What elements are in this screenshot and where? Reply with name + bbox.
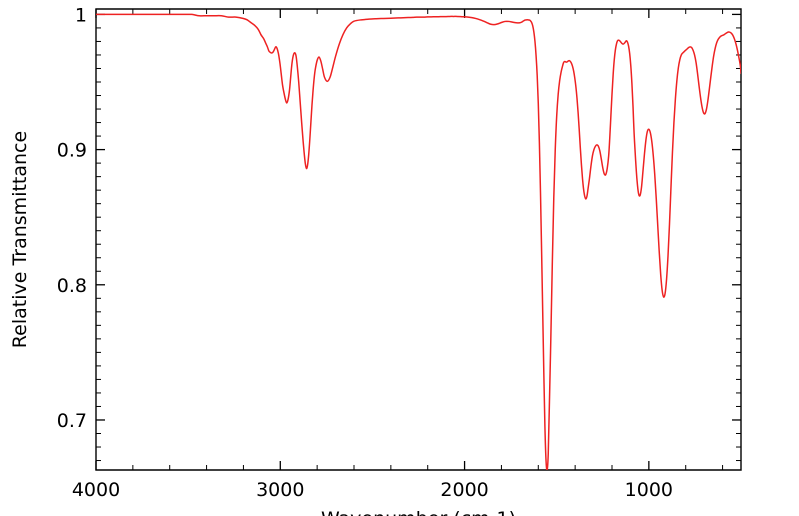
- x-tick-label: 2000: [440, 479, 488, 501]
- plot-axes-frame: [95, 8, 742, 471]
- x-tick-label: 1000: [625, 479, 673, 501]
- x-axis-ticks: [95, 9, 724, 470]
- y-axis-title: Relative Transmittance: [9, 131, 31, 348]
- spectrum-trace: [96, 13, 741, 470]
- x-tick-label: 3000: [256, 479, 304, 501]
- x-axis-tick-labels: 4000 3000 2000 1000: [72, 479, 673, 501]
- y-tick-label: 0.7: [57, 410, 87, 432]
- y-tick-label: 1: [75, 4, 87, 26]
- y-tick-label: 0.8: [57, 275, 87, 297]
- y-axis-ticks: [96, 13, 741, 462]
- x-axis-title: Wavenumber (cm-1): [321, 508, 516, 516]
- y-tick-label: 0.9: [57, 140, 87, 162]
- spectrum-series-group: [96, 13, 741, 470]
- y-axis-tick-labels: 0.7 0.8 0.9 1: [57, 4, 87, 432]
- x-tick-label: 4000: [72, 479, 120, 501]
